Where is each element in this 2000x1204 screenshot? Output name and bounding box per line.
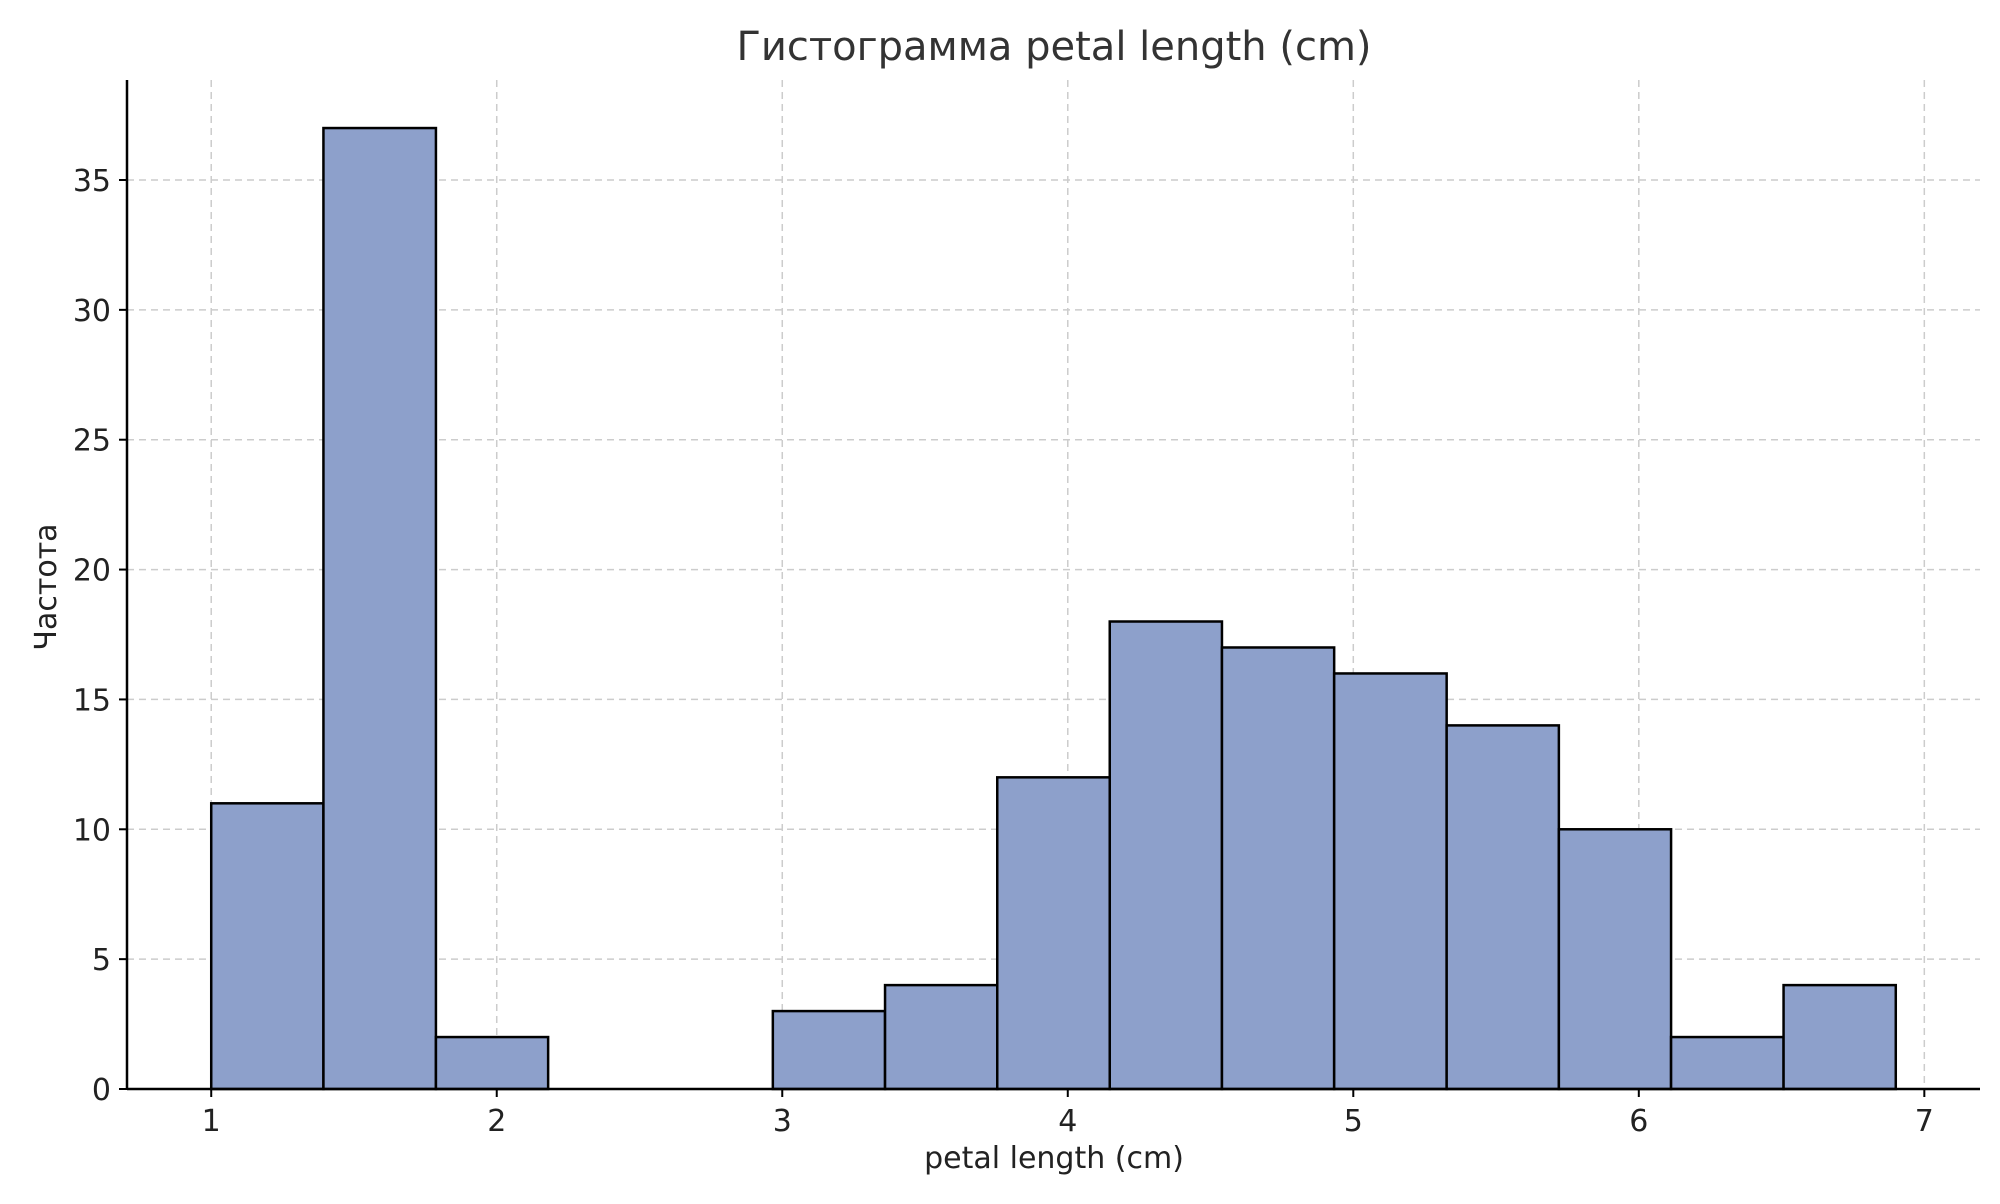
y-tick-label: 35: [73, 164, 111, 199]
y-tick-label: 10: [73, 813, 111, 848]
axes: [125, 80, 1980, 1091]
histogram-bar: [771, 1009, 887, 1091]
histogram-bar: [1220, 646, 1336, 1091]
y-tick-label: 25: [73, 424, 111, 459]
y-tick-label: 15: [73, 683, 111, 718]
histogram-bar: [996, 776, 1111, 1091]
histogram-bar: [1445, 724, 1561, 1091]
x-tick-label: 3: [773, 1104, 792, 1139]
histogram-bar: [434, 1035, 550, 1091]
y-axis-label: Частота: [29, 523, 64, 650]
histogram-bar: [1557, 828, 1673, 1091]
ticks: 1 2 3 4 5 6 7 0 5 10 15 20 25 30 35: [73, 164, 1934, 1139]
y-tick-label: 0: [92, 1073, 111, 1108]
histogram-bar: [883, 983, 999, 1091]
y-tick-label: 5: [92, 943, 111, 978]
x-axis-label: petal length (cm): [924, 1141, 1184, 1176]
histogram-bar: [1108, 620, 1224, 1091]
histogram-bar: [322, 126, 438, 1091]
x-tick-label: 5: [1344, 1104, 1363, 1139]
x-tick-label: 4: [1058, 1104, 1077, 1139]
chart-title: Гистограмма petal length (cm): [736, 24, 1371, 70]
y-tick-label: 30: [73, 294, 111, 329]
bars: [209, 126, 1898, 1091]
x-tick-label: 2: [487, 1104, 506, 1139]
histogram-bar: [1782, 983, 1898, 1091]
histogram-bar: [209, 802, 325, 1091]
histogram-bar: [1332, 672, 1448, 1091]
x-tick-label: 6: [1629, 1104, 1648, 1139]
histogram-bar: [1669, 1035, 1785, 1091]
x-tick-label: 7: [1915, 1104, 1934, 1139]
y-tick-label: 20: [73, 554, 111, 589]
x-tick-label: 1: [202, 1104, 221, 1139]
